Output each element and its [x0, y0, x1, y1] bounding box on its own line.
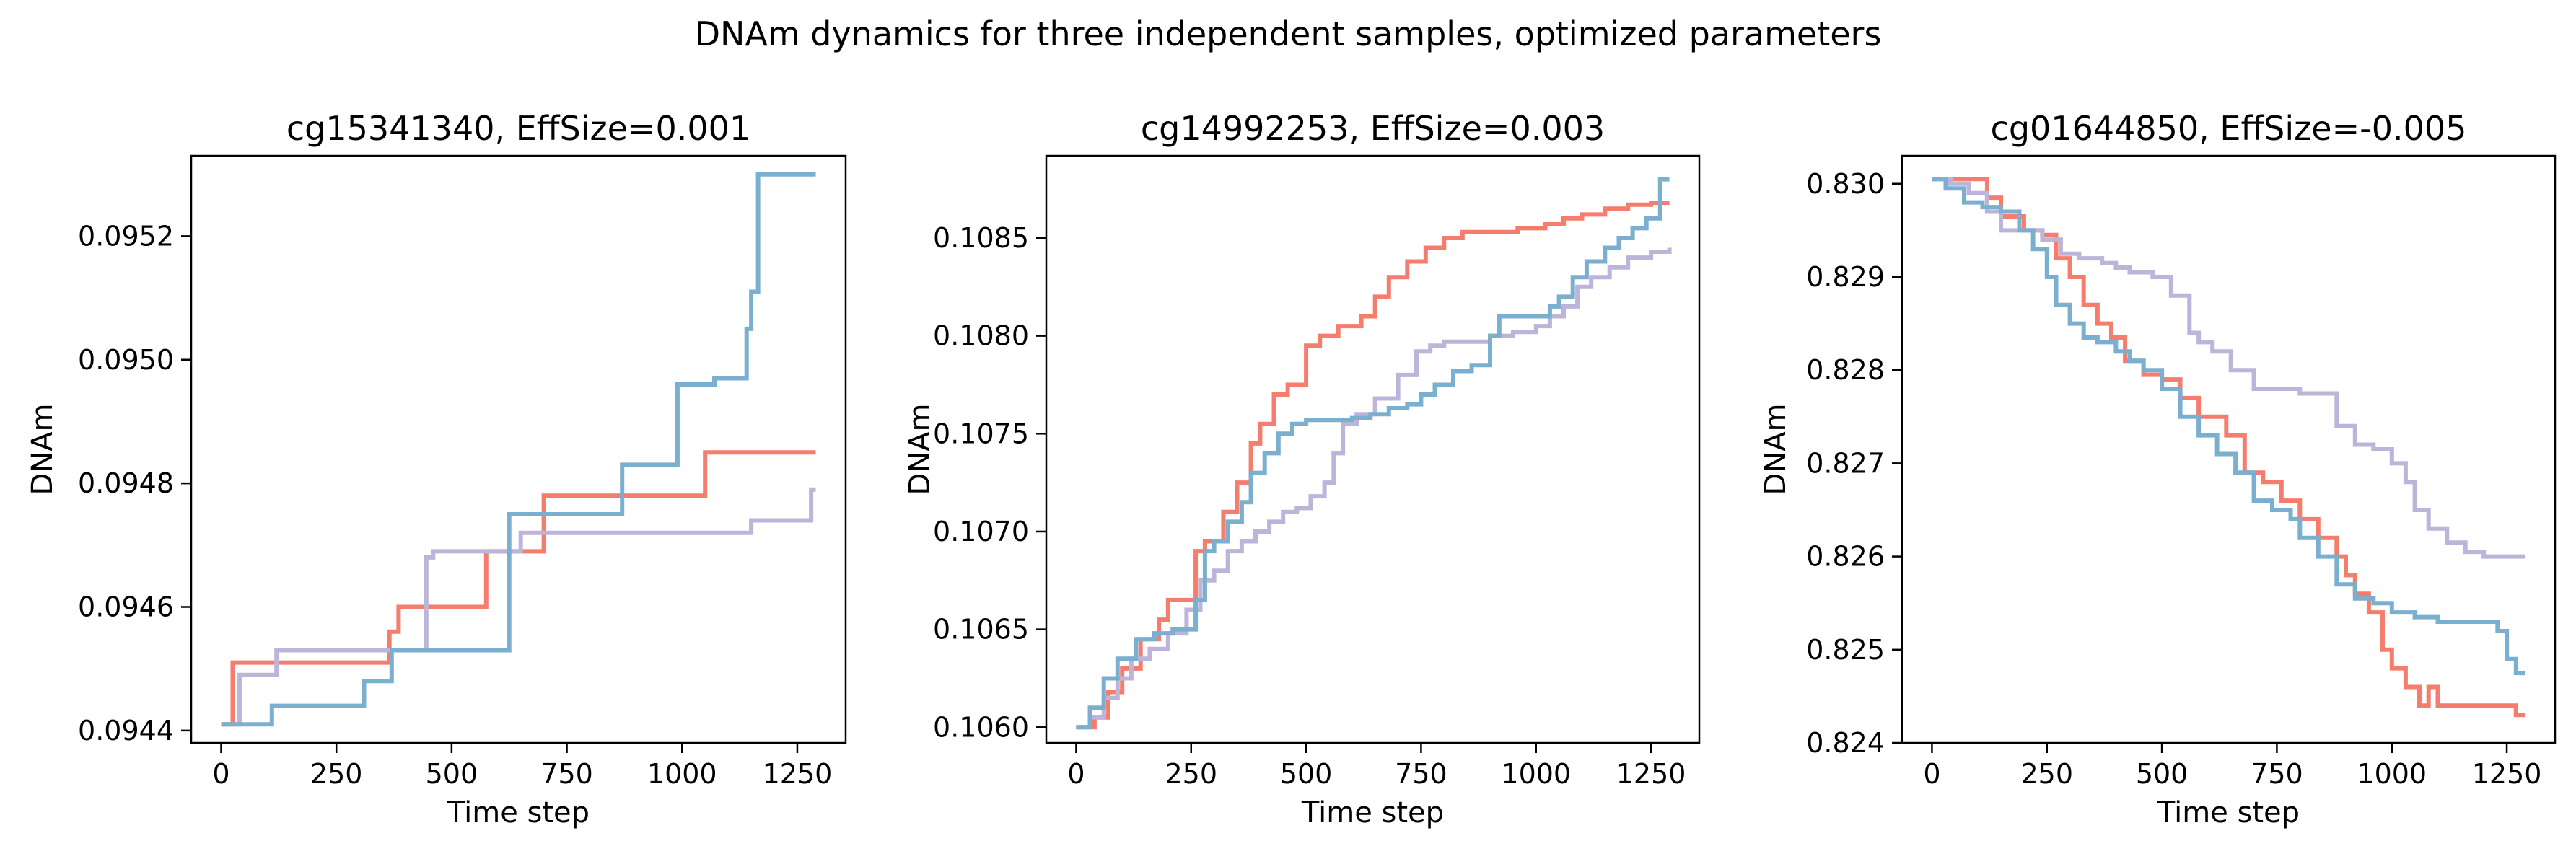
x-tick-label: 1250: [2472, 758, 2542, 790]
series-line-lavender: [1932, 177, 2525, 559]
y-tick-label: 0.1070: [933, 516, 1029, 547]
y-axis-label: DNAm: [1759, 403, 1792, 495]
subplot-1: 0 250 500 750 1000 1250 0.0944 0.0946 0.0948 0.09…: [26, 109, 847, 829]
x-tick-label: 1250: [763, 758, 833, 790]
series-line-blue: [221, 172, 816, 727]
subplot-title: cg15341340, EffSize=0.001: [286, 109, 750, 148]
series-group: [221, 172, 816, 727]
series-line-lavender: [221, 487, 816, 727]
x-tick-label: 750: [540, 758, 593, 790]
y-tick-label: 0.0948: [78, 467, 174, 499]
y-tick-label: 0.824: [1806, 727, 1885, 759]
x-tick-label: 0: [1067, 758, 1085, 790]
y-tick-label: 0.0950: [78, 344, 174, 376]
series-line-salmon: [221, 450, 816, 727]
x-tick-label: 1250: [1616, 758, 1686, 790]
x-tick-label: 250: [2020, 758, 2073, 790]
y-tick-label: 0.1060: [933, 711, 1029, 743]
y-tick-label: 0.0952: [78, 220, 174, 252]
y-tick-label: 0.829: [1806, 261, 1885, 293]
y-tick-label: 0.826: [1806, 541, 1885, 573]
y-tick-label: 0.1075: [933, 418, 1029, 449]
x-tick-label: 250: [310, 758, 363, 790]
figure-suptitle: DNAm dynamics for three independent samp…: [695, 14, 1882, 53]
y-tick-label: 0.0944: [78, 715, 174, 746]
x-axis-label: Time step: [447, 796, 590, 829]
x-axis-label: Time step: [1301, 796, 1444, 829]
series-line-blue: [1932, 177, 2525, 676]
subplot-3: 0 250 500 750 1000 1250 0.824 0.825 0.826 0.827 0.…: [1759, 109, 2557, 829]
y-tick-label: 0.1080: [933, 320, 1029, 352]
y-tick-label: 0.1085: [933, 222, 1029, 254]
series-group: [1076, 177, 1672, 730]
x-tick-label: 750: [1395, 758, 1447, 790]
x-tick-label: 1000: [647, 758, 717, 790]
axes-frame: [1901, 154, 2557, 744]
series-line-salmon: [1076, 201, 1670, 730]
x-tick-label: 500: [1280, 758, 1333, 790]
y-axis-label: DNAm: [26, 403, 59, 495]
series-group: [1932, 177, 2525, 718]
x-tick-label: 500: [2136, 758, 2189, 790]
x-tick-label: 500: [426, 758, 478, 790]
axes-frame: [190, 154, 847, 744]
y-tick-label: 0.1065: [933, 614, 1029, 646]
y-tick-label: 0.830: [1806, 168, 1885, 200]
x-axis-label: Time step: [2157, 796, 2300, 829]
x-tick-label: 1000: [1501, 758, 1571, 790]
y-tick-label: 0.0946: [78, 591, 174, 622]
subplot-panels: 0 250 500 750 1000 1250 0.0944 0.0946 0.0948 0.09…: [26, 109, 2557, 829]
x-tick-label: 0: [1923, 758, 1940, 790]
subplot-title: cg01644850, EffSize=-0.005: [1991, 109, 2467, 148]
y-tick-label: 0.827: [1806, 447, 1885, 479]
series-line-blue: [1076, 177, 1670, 730]
y-axis-label: DNAm: [903, 403, 937, 495]
x-tick-label: 1000: [2357, 758, 2427, 790]
axes-frame: [1045, 154, 1701, 744]
subplot-2: 0 250 500 750 1000 1250 0.1060 0.1065 0.1070 0.10…: [903, 109, 1701, 829]
y-tick-label: 0.825: [1806, 634, 1885, 666]
y-tick-label: 0.828: [1806, 354, 1885, 386]
x-tick-label: 750: [2251, 758, 2303, 790]
x-tick-label: 250: [1165, 758, 1217, 790]
x-tick-label: 0: [212, 758, 229, 790]
subplot-title: cg14992253, EffSize=0.003: [1141, 109, 1605, 148]
